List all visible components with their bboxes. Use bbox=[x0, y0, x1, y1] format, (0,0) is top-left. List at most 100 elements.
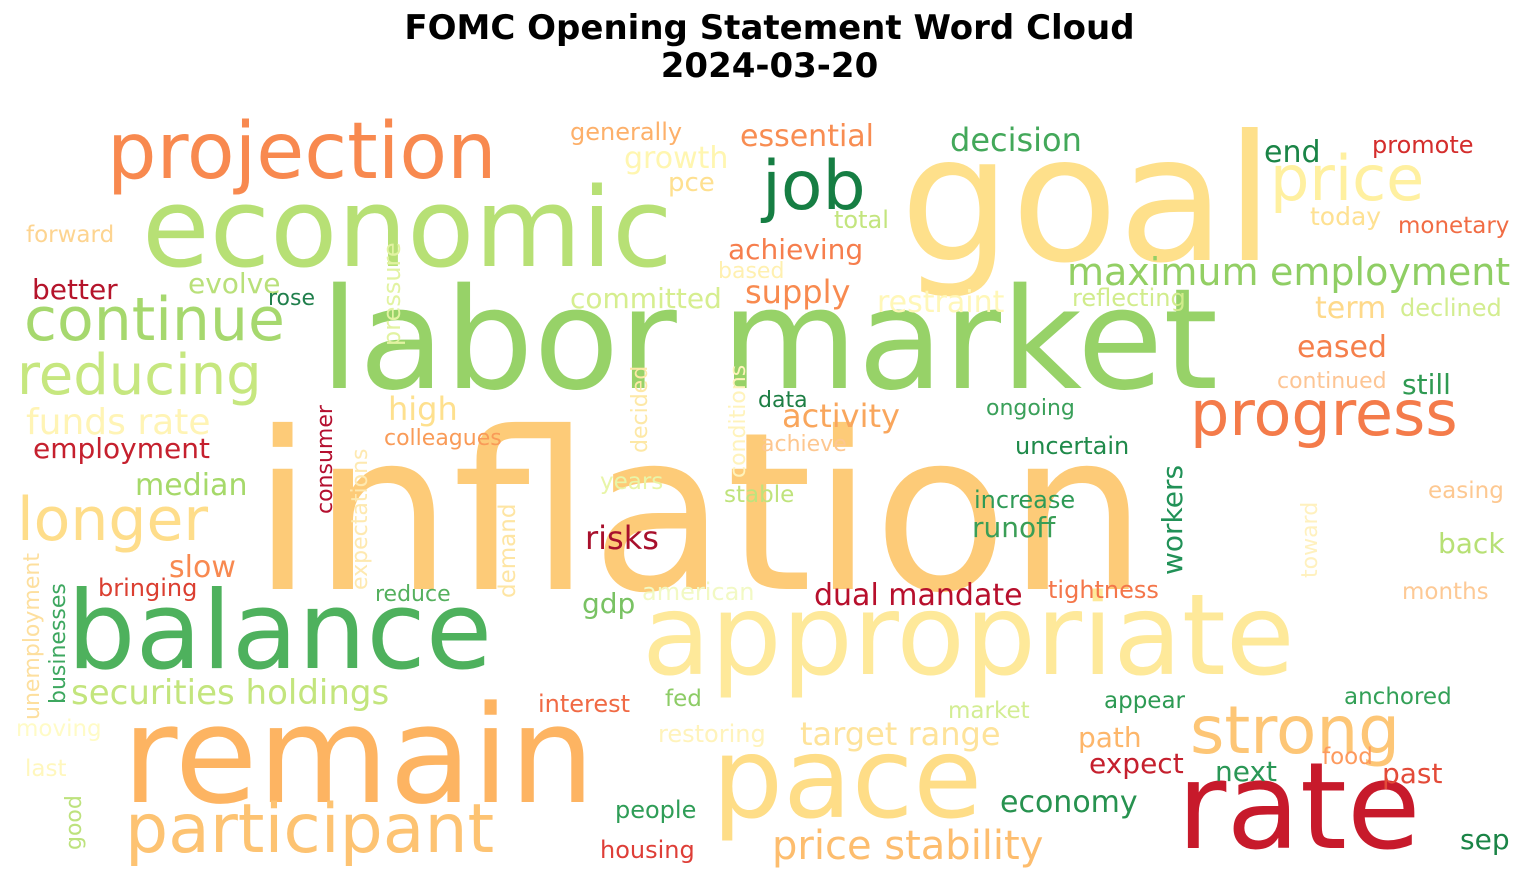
word-dual-mandate: dual mandate bbox=[814, 578, 1023, 613]
word-last: last bbox=[25, 756, 67, 782]
word-labor-market: labor market bbox=[320, 259, 1219, 422]
word-years: years bbox=[600, 469, 664, 495]
word-past: past bbox=[1382, 757, 1443, 790]
word-reflecting: reflecting bbox=[1072, 284, 1186, 312]
chart-subtitle: 2024-03-20 bbox=[660, 46, 879, 86]
word-high: high bbox=[388, 390, 458, 428]
word-pace: pace bbox=[712, 714, 983, 844]
word-businesses: businesses bbox=[46, 583, 71, 704]
word-better: better bbox=[32, 273, 118, 306]
word-job: job bbox=[762, 147, 866, 226]
word-achieve: achieve bbox=[761, 432, 847, 457]
word-securities-holdings: securities holdings bbox=[71, 673, 390, 713]
word-balance: balance bbox=[67, 569, 493, 694]
word-target-range: target range bbox=[800, 715, 1001, 753]
word-median: median bbox=[135, 468, 248, 503]
word-demand: demand bbox=[495, 503, 521, 598]
word-still: still bbox=[1402, 368, 1451, 401]
word-fed: fed bbox=[665, 686, 702, 712]
word-achieving: achieving bbox=[728, 233, 864, 266]
word-activity: activity bbox=[782, 397, 900, 435]
word-bringing: bringing bbox=[98, 574, 198, 602]
word-rate: rate bbox=[1177, 738, 1421, 877]
word-pressure: pressure bbox=[378, 242, 406, 346]
word-path: path bbox=[1078, 721, 1142, 754]
word-growth: growth bbox=[624, 141, 729, 176]
word-cloud: inflation labor market goal economic pro… bbox=[12, 108, 1527, 878]
word-ongoing: ongoing bbox=[986, 396, 1075, 421]
word-slow: slow bbox=[169, 550, 236, 585]
word-runoff: runoff bbox=[972, 511, 1056, 544]
word-funds-rate: funds rate bbox=[26, 402, 211, 443]
word-moving: moving bbox=[16, 716, 102, 742]
word-restoring: restoring bbox=[658, 720, 766, 748]
word-risks: risks bbox=[585, 519, 659, 557]
word-supply: supply bbox=[745, 273, 851, 311]
word-remain: remain bbox=[122, 677, 595, 834]
word-evolve: evolve bbox=[188, 267, 281, 300]
word-employment: employment bbox=[1270, 250, 1511, 294]
word-colleagues: colleagues bbox=[384, 426, 502, 451]
word-months: months bbox=[1402, 579, 1489, 605]
word-economic: economic bbox=[142, 164, 673, 292]
word-price: price bbox=[1270, 142, 1425, 215]
word-market: market bbox=[948, 698, 1030, 724]
word-employment-2: employment bbox=[33, 432, 210, 465]
word-reduce: reduce bbox=[375, 582, 451, 607]
word-inflation: inflation bbox=[252, 385, 1148, 641]
word-today: today bbox=[1310, 202, 1382, 231]
word-maximum: maximum bbox=[1067, 250, 1259, 294]
word-total: total bbox=[834, 206, 889, 234]
word-pce: pce bbox=[668, 168, 715, 198]
word-workers: workers bbox=[1156, 464, 1189, 575]
word-based: based bbox=[718, 259, 785, 284]
word-generally: generally bbox=[570, 118, 683, 146]
word-promote: promote bbox=[1372, 131, 1474, 159]
word-economy: economy bbox=[1000, 785, 1138, 820]
word-consumer: consumer bbox=[313, 405, 338, 514]
word-continued: continued bbox=[1277, 369, 1387, 394]
word-toward: toward bbox=[1298, 501, 1323, 578]
word-end: end bbox=[1264, 135, 1321, 170]
word-easing: easing bbox=[1428, 478, 1504, 504]
word-next: next bbox=[1215, 755, 1278, 788]
word-participant: participant bbox=[125, 790, 495, 869]
word-tightness: tightness bbox=[1048, 576, 1159, 604]
word-eased: eased bbox=[1297, 330, 1387, 365]
word-price-stability: price stability bbox=[772, 823, 1044, 869]
word-stable: stable bbox=[724, 482, 795, 508]
word-sep: sep bbox=[1460, 823, 1510, 856]
word-housing: housing bbox=[600, 836, 695, 864]
word-projection: projection bbox=[107, 108, 497, 197]
word-gdp: gdp bbox=[582, 587, 636, 620]
word-unemployment: unemployment bbox=[20, 553, 45, 720]
word-decision: decision bbox=[950, 121, 1082, 159]
word-committed: committed bbox=[570, 282, 722, 315]
word-people: people bbox=[615, 796, 697, 824]
word-decided: decided bbox=[628, 365, 653, 453]
word-forward: forward bbox=[26, 222, 115, 248]
word-rose: rose bbox=[268, 286, 316, 311]
word-strong: strong bbox=[1190, 692, 1401, 769]
word-expect: expect bbox=[1089, 747, 1184, 780]
word-conditions: conditions bbox=[726, 364, 751, 478]
word-continue: continue bbox=[24, 285, 285, 355]
word-american: american bbox=[642, 578, 755, 606]
word-good: good bbox=[62, 795, 87, 850]
word-appear: appear bbox=[1104, 688, 1185, 714]
word-restraint: restraint bbox=[877, 285, 1005, 320]
word-reducing: reducing bbox=[17, 343, 262, 408]
word-expectations: expectations bbox=[348, 448, 373, 590]
word-appropriate: appropriate bbox=[642, 571, 1295, 701]
chart-title: FOMC Opening Statement Word Cloud bbox=[404, 8, 1135, 48]
word-uncertain: uncertain bbox=[1015, 432, 1130, 460]
word-increase: increase bbox=[974, 486, 1076, 514]
word-longer: longer bbox=[17, 485, 209, 555]
word-food: food bbox=[1322, 744, 1373, 770]
word-interest: interest bbox=[538, 690, 631, 718]
word-declined: declined bbox=[1400, 294, 1502, 322]
word-data: data bbox=[758, 388, 808, 413]
word-back: back bbox=[1438, 527, 1505, 560]
word-monetary: monetary bbox=[1398, 213, 1510, 239]
word-anchored: anchored bbox=[1344, 684, 1452, 710]
